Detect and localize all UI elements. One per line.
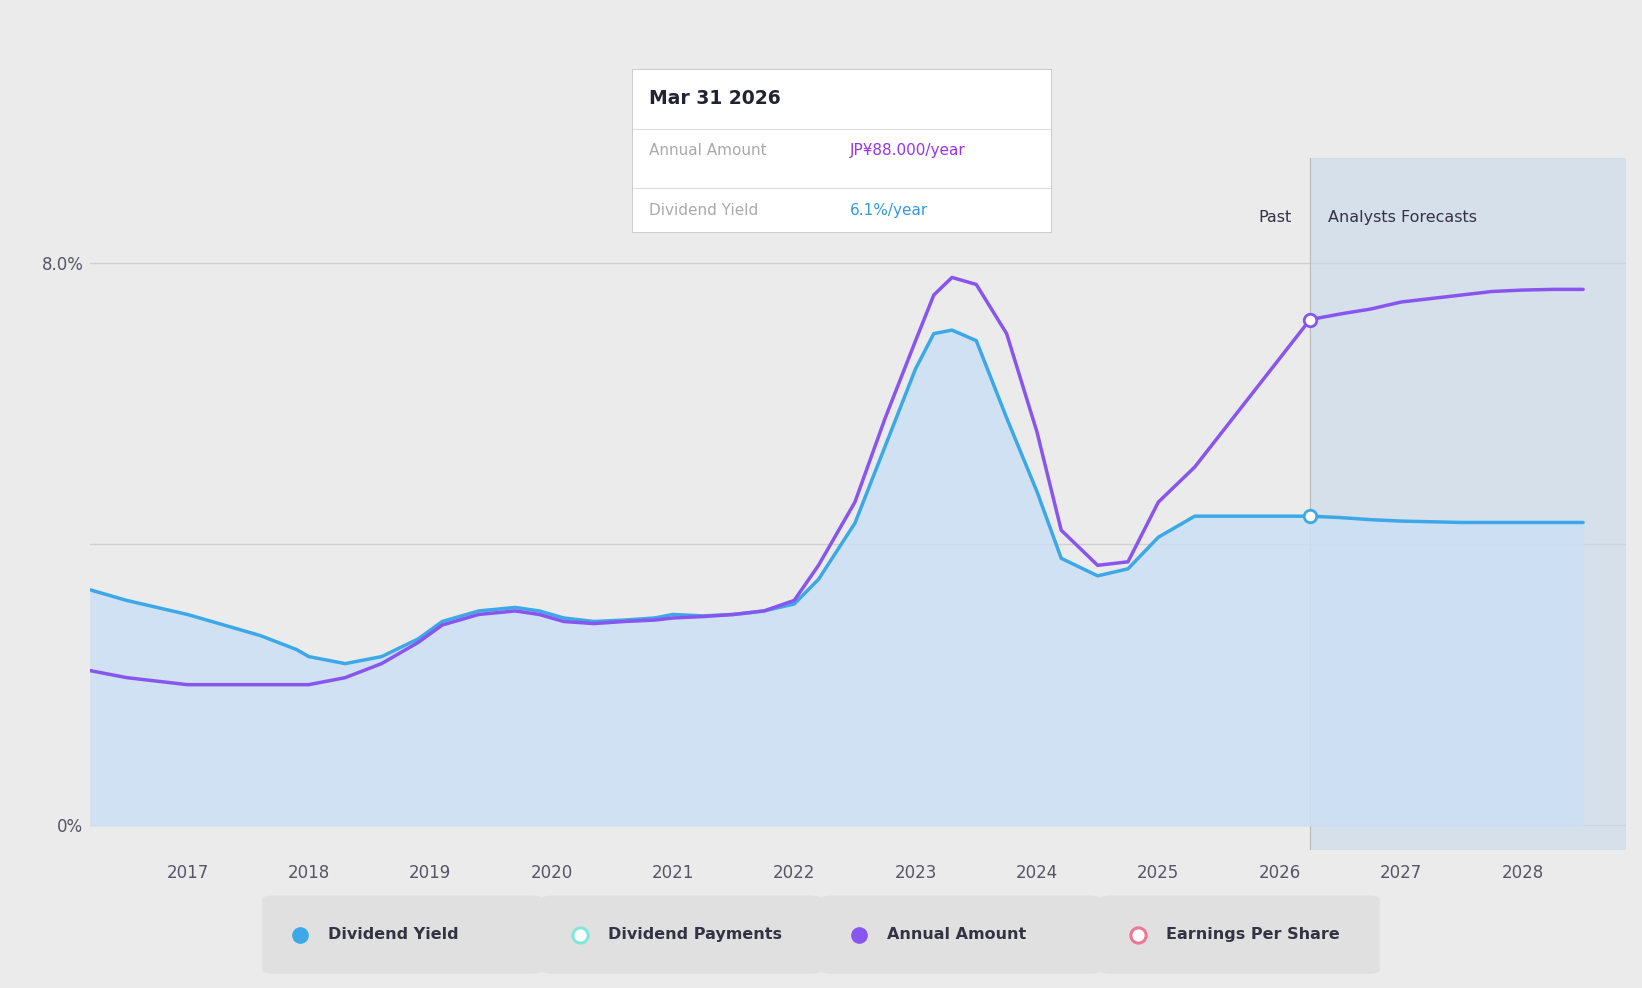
FancyBboxPatch shape <box>542 895 821 974</box>
Text: Dividend Payments: Dividend Payments <box>608 927 782 943</box>
Text: Mar 31 2026: Mar 31 2026 <box>649 89 780 108</box>
FancyBboxPatch shape <box>1100 895 1379 974</box>
Bar <box>1310 158 1626 850</box>
Text: JP¥88.000/year: JP¥88.000/year <box>851 143 965 158</box>
Text: Analysts Forecasts: Analysts Forecasts <box>1328 209 1478 225</box>
Text: Dividend Yield: Dividend Yield <box>328 927 460 943</box>
FancyBboxPatch shape <box>263 895 542 974</box>
Text: Annual Amount: Annual Amount <box>887 927 1026 943</box>
Text: 6.1%/year: 6.1%/year <box>851 204 928 218</box>
Text: Past: Past <box>1258 209 1292 225</box>
FancyBboxPatch shape <box>821 895 1100 974</box>
Text: Dividend Yield: Dividend Yield <box>649 204 759 218</box>
Text: Annual Amount: Annual Amount <box>649 143 767 158</box>
Text: Earnings Per Share: Earnings Per Share <box>1166 927 1340 943</box>
